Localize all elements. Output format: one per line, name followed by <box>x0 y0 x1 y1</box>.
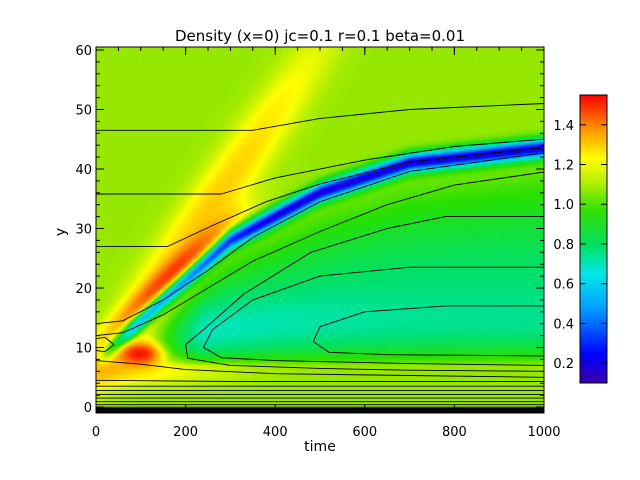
x-tick-label: 600 <box>352 425 377 440</box>
colorbar-tick-label: 0.4 <box>553 317 574 332</box>
contour-line <box>312 305 544 357</box>
contour-line <box>185 216 544 372</box>
colorbar: 0.2 0.4 0.6 0.8 1.0 1.2 1.4 <box>553 94 608 384</box>
contour-line <box>96 379 544 382</box>
contour-line <box>96 138 544 195</box>
contour-line <box>96 171 544 337</box>
colorbar-tick-label: 0.8 <box>553 238 574 253</box>
colorbar-tick-label: 0.2 <box>553 357 574 372</box>
contour-line <box>96 360 544 378</box>
contour-line <box>203 266 544 366</box>
chart-title: Density (x=0) jc=0.1 r=0.1 beta=0.01 <box>175 27 465 45</box>
y-tick-label: 30 <box>75 223 92 238</box>
y-axis: 0 10 20 30 40 50 60 <box>75 44 544 416</box>
colorbar-tick-label: 1.0 <box>553 198 574 213</box>
y-tick-label: 0 <box>84 401 92 416</box>
x-axis: 0 200 400 600 800 1000 <box>92 47 561 440</box>
y-tick-label: 10 <box>75 342 92 357</box>
colorbar-tick-label: 1.2 <box>553 159 574 174</box>
colorbar-gradient <box>579 94 608 384</box>
plot-area: 0 200 400 600 800 1000 0 10 20 30 40 50 60 <box>75 44 560 440</box>
contour-line <box>96 147 544 247</box>
y-tick-label: 40 <box>75 163 92 178</box>
contour-line <box>96 152 544 325</box>
contour-line <box>96 336 115 353</box>
x-tick-label: 1000 <box>527 425 560 440</box>
x-tick-label: 200 <box>173 425 198 440</box>
colorbar-tick-label: 0.6 <box>553 278 574 293</box>
x-tick-label: 400 <box>263 425 288 440</box>
contour-lines <box>96 103 544 406</box>
y-tick-label: 60 <box>75 44 92 59</box>
density-heatmap <box>96 47 544 413</box>
y-tick-label: 50 <box>75 103 92 118</box>
x-tick-label: 0 <box>92 425 100 440</box>
colorbar-tick-label: 1.4 <box>553 119 574 134</box>
x-axis-label: time <box>304 439 336 455</box>
y-tick-label: 20 <box>75 282 92 297</box>
contour-line <box>96 103 544 131</box>
x-tick-label: 800 <box>442 425 467 440</box>
y-axis-label: y <box>53 228 69 236</box>
colorbar-ticks: 0.2 0.4 0.6 0.8 1.0 1.2 1.4 <box>553 119 607 372</box>
